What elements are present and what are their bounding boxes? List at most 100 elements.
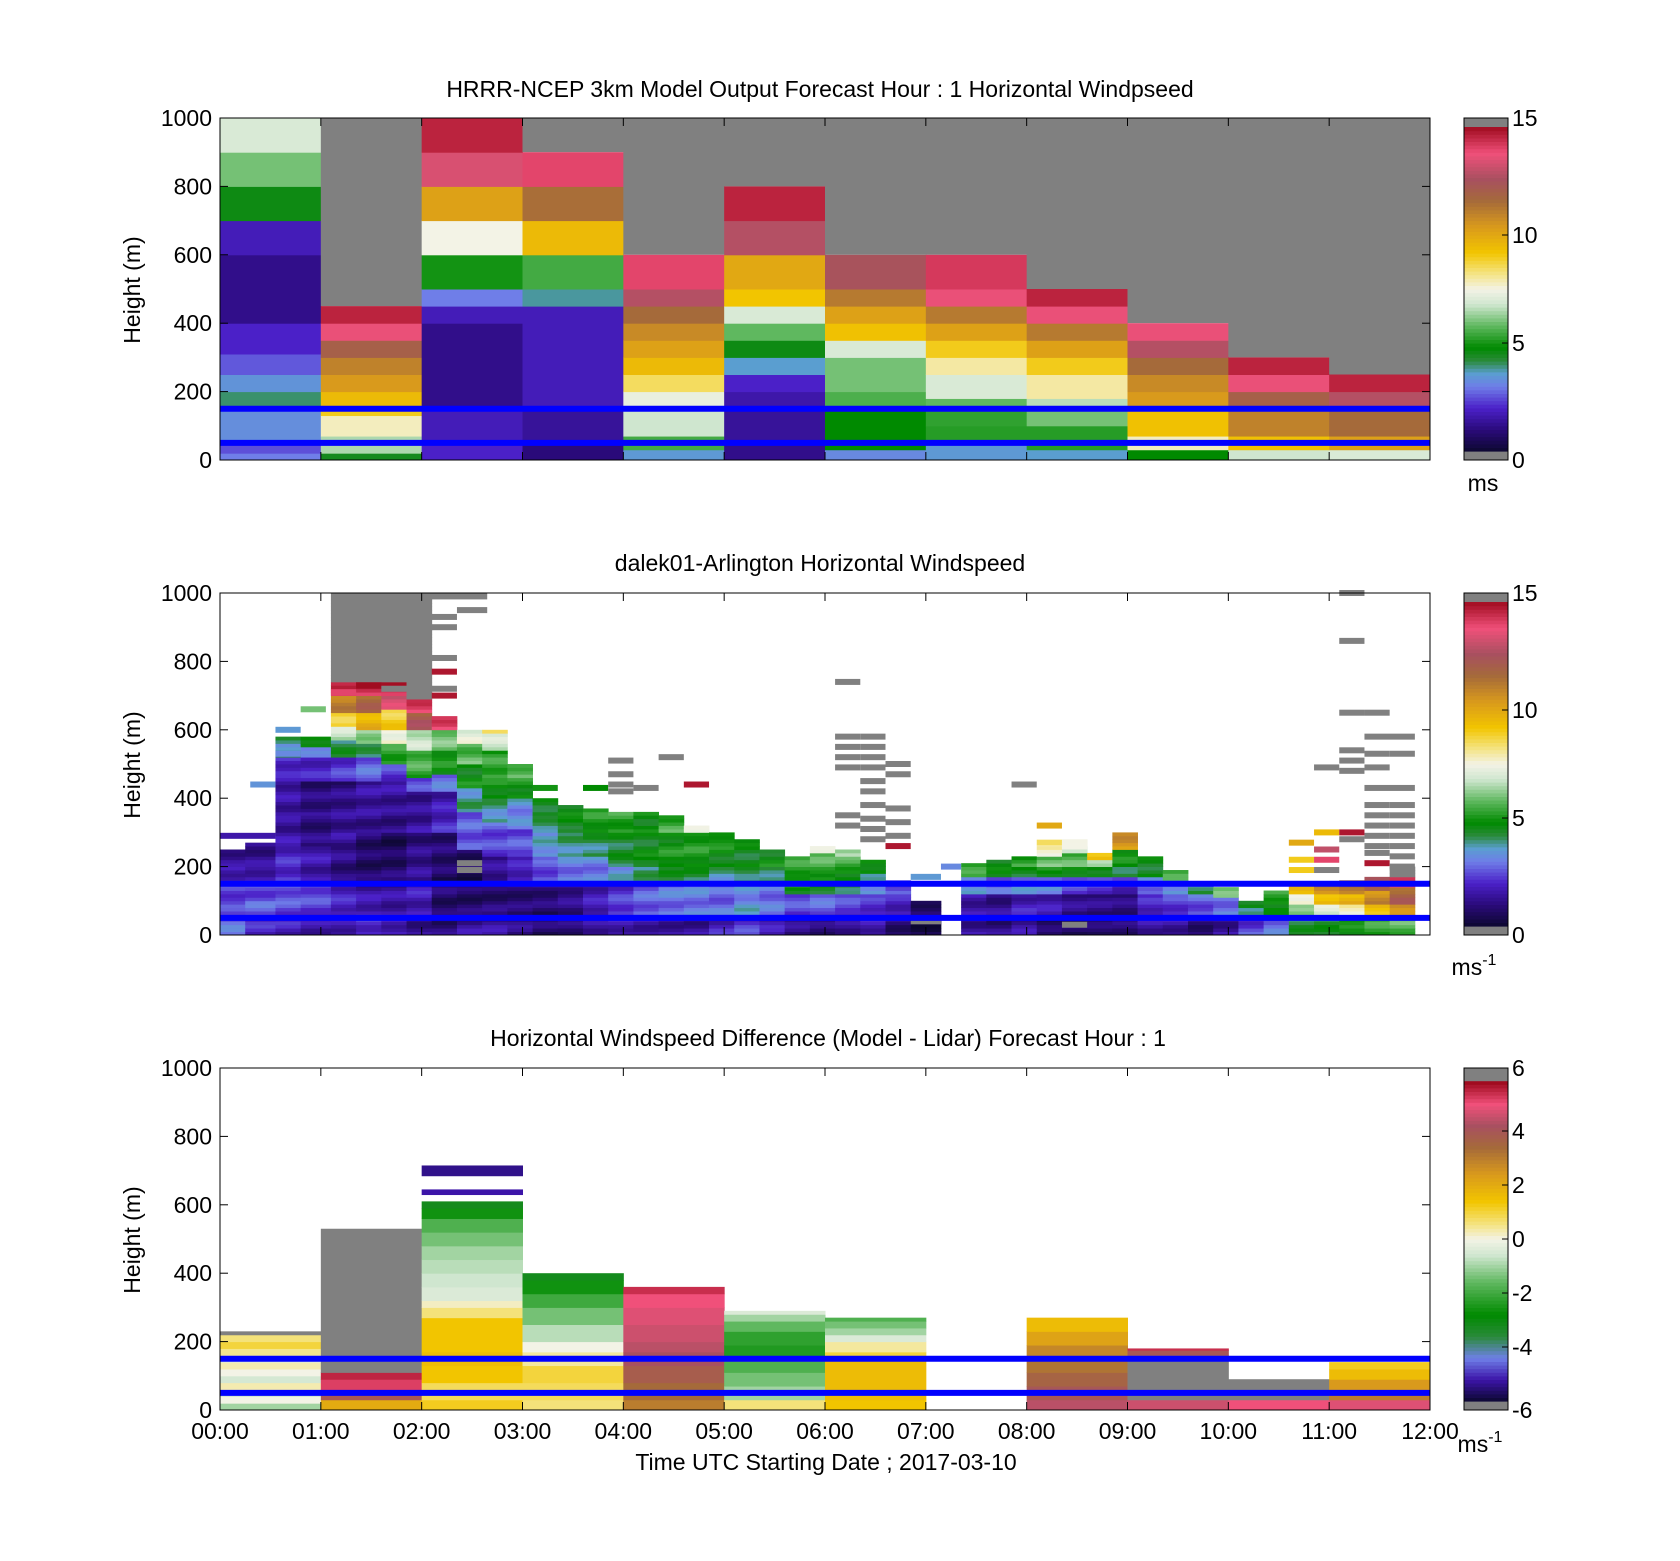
heatmap-cell xyxy=(406,702,433,707)
heatmap-cell xyxy=(910,904,942,909)
heatmap-cell xyxy=(1112,859,1138,864)
colorbar-segment xyxy=(1464,1379,1508,1384)
heatmap-cell xyxy=(734,846,760,850)
heatmap-cell xyxy=(507,873,533,878)
heatmap-cell xyxy=(825,340,927,358)
heatmap-cell xyxy=(381,757,407,761)
colorbar-segment xyxy=(1464,1246,1508,1251)
heatmap-cell xyxy=(1061,887,1088,891)
heatmap-cell xyxy=(300,818,332,823)
colorbar-segment xyxy=(1464,857,1508,862)
heatmap-cell xyxy=(356,794,382,799)
heatmap-cell xyxy=(220,220,322,256)
heatmap-cell xyxy=(421,152,523,187)
heatmap-cell xyxy=(220,391,322,410)
heatmap-cell xyxy=(431,787,458,792)
heatmap-cell xyxy=(330,904,357,909)
heatmap-cell xyxy=(330,784,357,789)
heatmap-cell xyxy=(330,603,357,608)
colorbar-segment xyxy=(1464,1210,1508,1215)
colorbar-segment xyxy=(1464,267,1508,272)
heatmap-cell xyxy=(1364,911,1391,915)
colorbar-segment xyxy=(1464,1311,1508,1316)
heatmap-cell xyxy=(1137,900,1164,905)
heatmap-cell xyxy=(456,867,483,874)
heatmap-cell xyxy=(275,839,302,844)
y-tick-label: 400 xyxy=(174,310,212,336)
colorbar-segment xyxy=(1464,260,1508,265)
heatmap-cell xyxy=(1011,921,1038,926)
heatmap-cell xyxy=(557,859,584,864)
heatmap-cell xyxy=(330,928,357,932)
colorbar-segment xyxy=(1464,166,1508,171)
heatmap-cell xyxy=(406,685,432,692)
heatmap-cell xyxy=(300,897,332,902)
heatmap-cell xyxy=(507,811,533,816)
heatmap-cell xyxy=(658,822,685,826)
heatmap-cell xyxy=(683,842,710,847)
heatmap-cell xyxy=(431,774,458,779)
heatmap-cell xyxy=(381,921,407,926)
heatmap-cell xyxy=(456,801,483,806)
colorbar-segment xyxy=(1464,800,1508,805)
heatmap-cell xyxy=(1213,911,1239,915)
heatmap-cell xyxy=(300,859,332,864)
heatmap-cell xyxy=(320,453,423,461)
heatmap-cell xyxy=(734,928,760,932)
colorbar-segment xyxy=(1464,886,1508,891)
heatmap-cell xyxy=(1036,928,1063,932)
heatmap-cell xyxy=(330,839,357,844)
heatmap-cell xyxy=(1112,924,1138,929)
heatmap-cell xyxy=(1329,1368,1431,1380)
colorbar-segment xyxy=(1464,321,1508,326)
heatmap-cell xyxy=(683,931,710,936)
heatmap-cell xyxy=(557,852,584,857)
colorbar-segment xyxy=(1464,861,1508,866)
heatmap-cell xyxy=(381,729,407,734)
heatmap-cell xyxy=(835,733,861,740)
colorbar-segment xyxy=(1464,209,1508,214)
colorbar-segment xyxy=(1464,911,1508,916)
heatmap-cell xyxy=(583,859,609,864)
heatmap-cell xyxy=(330,616,357,621)
heatmap-cell xyxy=(1112,839,1138,844)
heatmap-cell xyxy=(910,924,942,929)
heatmap-cell xyxy=(431,859,458,864)
heatmap-cell xyxy=(330,705,357,710)
heatmap-cell xyxy=(300,740,332,744)
heatmap-cell xyxy=(482,852,508,857)
heatmap-cell xyxy=(356,740,382,744)
heatmap-cell xyxy=(1213,904,1239,909)
colorbar-segment xyxy=(1464,1357,1508,1362)
heatmap-cell xyxy=(683,893,710,898)
heatmap-cell xyxy=(633,887,660,891)
heatmap-cell xyxy=(300,928,332,932)
heatmap-cell xyxy=(250,781,276,788)
heatmap-cell xyxy=(1228,408,1330,437)
heatmap-cell xyxy=(406,675,433,679)
y-tick-label: 400 xyxy=(174,1260,212,1286)
colorbar-under xyxy=(1464,1401,1508,1410)
heatmap-cell xyxy=(1389,893,1416,898)
heatmap-cell xyxy=(658,835,685,840)
heatmap-cell xyxy=(658,931,685,936)
heatmap-cell xyxy=(1137,856,1164,861)
heatmap-cell xyxy=(300,876,332,881)
heatmap-cell xyxy=(724,306,826,324)
heatmap-cell xyxy=(608,839,634,844)
heatmap-cell xyxy=(406,764,433,768)
heatmap-cell xyxy=(406,634,433,638)
heatmap-cell xyxy=(406,781,433,785)
heatmap-cell xyxy=(406,846,433,850)
heatmap-cell xyxy=(1188,893,1214,898)
heatmap-cell xyxy=(320,1399,423,1411)
heatmap-cell xyxy=(1288,911,1315,915)
colorbar-segment xyxy=(1464,1181,1508,1186)
heatmap-cell xyxy=(885,924,912,929)
heatmap-cell xyxy=(683,832,710,837)
heatmap-cell xyxy=(557,931,584,936)
heatmap-cell xyxy=(356,921,382,926)
heatmap-cell xyxy=(784,856,811,861)
heatmap-cell xyxy=(724,1314,826,1322)
y-tick-label: 200 xyxy=(174,379,212,405)
